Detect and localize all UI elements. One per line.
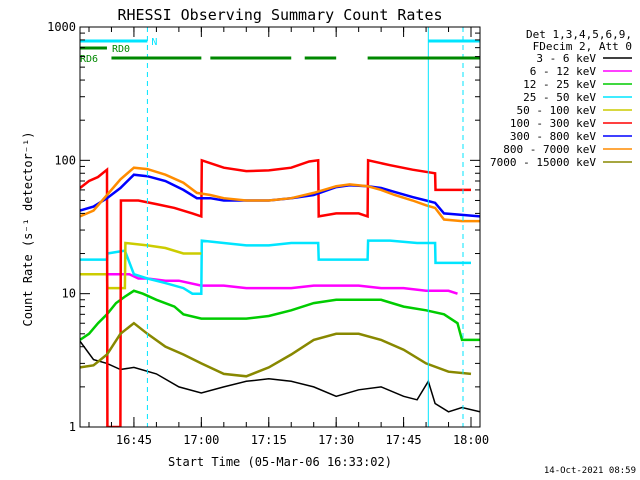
legend-header-line: FDecim 2, Att 0 xyxy=(533,40,632,53)
series-line-8 xyxy=(80,321,472,378)
legend-entry-label: 50 - 100 keV xyxy=(517,104,597,117)
y-axis-label: Count Rate (s⁻¹ detector⁻¹) xyxy=(21,131,35,326)
legend-header-line: Det 1,3,4,5,6,9, xyxy=(526,28,632,41)
plot-frame xyxy=(79,26,481,428)
series-line-3 xyxy=(80,239,471,295)
legend: Det 1,3,4,5,6,9,FDecim 2, Att 03 - 6 keV… xyxy=(490,28,632,169)
legend-entry-label: 3 - 6 keV xyxy=(536,52,596,65)
legend-entry-label: 25 - 50 keV xyxy=(523,91,596,104)
render-timestamp: 14-Oct-2021 08:59 xyxy=(543,466,636,476)
axes: 1 10 100 1000 16:45 17:00 17:15 17:30 17:45 18:00 xyxy=(47,20,489,447)
y-tick-label: 1 xyxy=(69,420,76,434)
x-axis-label: Start Time (05-Mar-06 16:33:02) xyxy=(168,455,392,469)
legend-entry-label: 300 - 800 keV xyxy=(510,130,596,143)
series-line-7 xyxy=(80,166,480,223)
series-line-2 xyxy=(80,289,480,342)
flag-bars: N RD0 RD6 xyxy=(80,37,480,65)
legend-entry-label: 800 - 7000 keV xyxy=(503,143,596,156)
y-tick-label: 1000 xyxy=(47,20,76,34)
series-group xyxy=(80,158,480,427)
flag-rd6-label: RD6 xyxy=(80,54,98,65)
x-tick-label: 18:00 xyxy=(453,433,489,447)
x-tick-label: 17:30 xyxy=(318,433,354,447)
x-tick-label: 17:00 xyxy=(183,433,219,447)
x-tick-label: 17:15 xyxy=(251,433,287,447)
legend-entry-label: 7000 - 15000 keV xyxy=(490,156,596,169)
chart-title: RHESSI Observing Summary Count Rates xyxy=(117,6,442,24)
legend-entry-label: 100 - 300 keV xyxy=(510,117,596,130)
series-line-5 xyxy=(80,158,471,427)
y-tick-label: 10 xyxy=(62,287,76,301)
y-tick-label: 100 xyxy=(54,153,76,167)
flag-rd0-label: RD0 xyxy=(112,44,130,55)
legend-entry-label: 12 - 25 keV xyxy=(523,78,596,91)
series-line-0 xyxy=(80,340,480,413)
flag-n-label: N xyxy=(151,37,157,48)
legend-entry-label: 6 - 12 keV xyxy=(530,65,597,78)
series-line-6 xyxy=(80,173,480,218)
x-tick-label: 16:45 xyxy=(116,433,152,447)
x-tick-label: 17:45 xyxy=(386,433,422,447)
